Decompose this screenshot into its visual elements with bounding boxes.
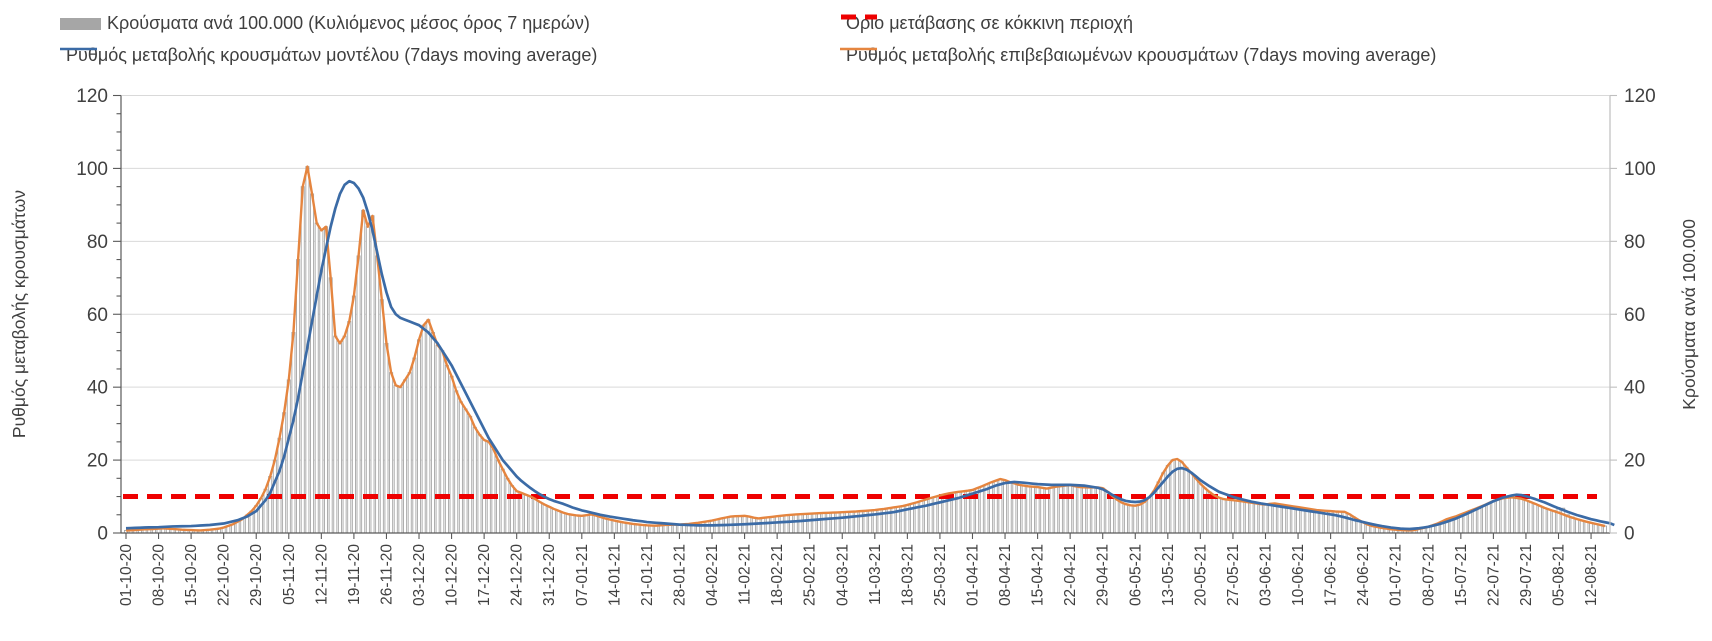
svg-text:40: 40 xyxy=(1624,378,1645,399)
svg-text:24-06-21: 24-06-21 xyxy=(1355,544,1372,606)
gray-bar-swatch-icon xyxy=(60,17,101,30)
svg-text:60: 60 xyxy=(87,305,108,326)
svg-text:10-12-20: 10-12-20 xyxy=(444,544,461,606)
svg-text:03-12-20: 03-12-20 xyxy=(411,544,428,606)
legend-item-model-rate: Ρυθμός μεταβολής κρουσμάτων μοντέλου (7d… xyxy=(60,45,597,66)
svg-text:15-07-21: 15-07-21 xyxy=(1453,544,1470,606)
svg-text:26-11-20: 26-11-20 xyxy=(378,544,395,605)
svg-text:07-01-21: 07-01-21 xyxy=(574,544,591,606)
svg-text:27-05-21: 27-05-21 xyxy=(1225,544,1242,606)
svg-text:01-07-21: 01-07-21 xyxy=(1388,544,1405,606)
svg-text:18-02-21: 18-02-21 xyxy=(769,544,786,606)
legend-label-model-rate: Ρυθμός μεταβολής κρουσμάτων μοντέλου (7d… xyxy=(66,45,598,65)
svg-text:17-12-20: 17-12-20 xyxy=(476,544,493,606)
svg-text:29-04-21: 29-04-21 xyxy=(1095,544,1112,606)
svg-text:20: 20 xyxy=(1624,451,1645,472)
svg-text:100: 100 xyxy=(76,159,108,180)
svg-text:120: 120 xyxy=(1624,86,1656,107)
svg-text:15-04-21: 15-04-21 xyxy=(1030,544,1047,606)
svg-text:05-11-20: 05-11-20 xyxy=(281,544,298,605)
svg-text:13-05-21: 13-05-21 xyxy=(1160,544,1177,606)
svg-text:25-02-21: 25-02-21 xyxy=(802,544,819,606)
svg-text:40: 40 xyxy=(87,378,108,399)
svg-text:11-02-21: 11-02-21 xyxy=(737,544,754,605)
svg-text:04-02-21: 04-02-21 xyxy=(704,544,721,606)
svg-text:29-07-21: 29-07-21 xyxy=(1518,544,1535,606)
svg-text:28-01-21: 28-01-21 xyxy=(671,544,688,606)
svg-text:12-11-20: 12-11-20 xyxy=(313,544,330,605)
svg-text:08-10-20: 08-10-20 xyxy=(151,544,168,606)
svg-text:0: 0 xyxy=(97,524,108,545)
svg-text:05-08-21: 05-08-21 xyxy=(1551,544,1568,606)
svg-text:03-06-21: 03-06-21 xyxy=(1257,544,1274,606)
svg-text:24-12-20: 24-12-20 xyxy=(509,544,526,606)
svg-text:31-12-20: 31-12-20 xyxy=(541,544,558,606)
svg-text:04-03-21: 04-03-21 xyxy=(834,544,851,606)
svg-text:01-10-20: 01-10-20 xyxy=(118,544,135,606)
legend-item-cases-per-100k: Κρούσματα ανά 100.000 (Κυλιόμενος μέσος … xyxy=(60,13,590,34)
svg-text:17-06-21: 17-06-21 xyxy=(1323,544,1340,606)
svg-text:21-01-21: 21-01-21 xyxy=(639,544,656,606)
svg-text:80: 80 xyxy=(87,232,108,253)
svg-text:01-04-21: 01-04-21 xyxy=(964,544,981,606)
svg-text:29-10-20: 29-10-20 xyxy=(248,544,265,606)
svg-text:15-10-20: 15-10-20 xyxy=(183,544,200,606)
svg-text:22-07-21: 22-07-21 xyxy=(1485,544,1502,606)
svg-text:19-11-20: 19-11-20 xyxy=(346,544,363,605)
svg-text:20: 20 xyxy=(87,451,108,472)
svg-text:08-04-21: 08-04-21 xyxy=(997,544,1014,606)
svg-text:120: 120 xyxy=(76,86,108,107)
svg-text:0: 0 xyxy=(1624,524,1635,545)
svg-text:18-03-21: 18-03-21 xyxy=(899,544,916,606)
svg-text:20-05-21: 20-05-21 xyxy=(1192,544,1209,606)
svg-text:22-10-20: 22-10-20 xyxy=(216,544,233,606)
svg-text:08-07-21: 08-07-21 xyxy=(1420,544,1437,606)
legend-label-cases-per-100k: Κρούσματα ανά 100.000 (Κυλιόμενος μέσος … xyxy=(107,13,590,33)
svg-text:25-03-21: 25-03-21 xyxy=(932,544,949,606)
legend-label-red-threshold: Όριο μετάβασης σε κόκκινη περιοχή xyxy=(846,13,1134,33)
svg-text:14-01-21: 14-01-21 xyxy=(606,544,623,606)
svg-text:12-08-21: 12-08-21 xyxy=(1583,544,1600,606)
legend-item-red-threshold: Όριο μετάβασης σε κόκκινη περιοχή xyxy=(840,13,1133,34)
svg-text:100: 100 xyxy=(1624,159,1656,180)
svg-text:10-06-21: 10-06-21 xyxy=(1290,544,1307,606)
svg-text:80: 80 xyxy=(1624,232,1645,253)
svg-text:11-03-21: 11-03-21 xyxy=(867,544,884,605)
svg-text:06-05-21: 06-05-21 xyxy=(1127,544,1144,606)
legend-item-confirmed-rate: Ρυθμός μεταβολής επιβεβαιωμένων κρουσμάτ… xyxy=(840,45,1436,66)
svg-text:60: 60 xyxy=(1624,305,1645,326)
svg-text:22-04-21: 22-04-21 xyxy=(1062,544,1079,606)
legend-label-confirmed-rate: Ρυθμός μεταβολής επιβεβαιωμένων κρουσμάτ… xyxy=(846,45,1437,65)
